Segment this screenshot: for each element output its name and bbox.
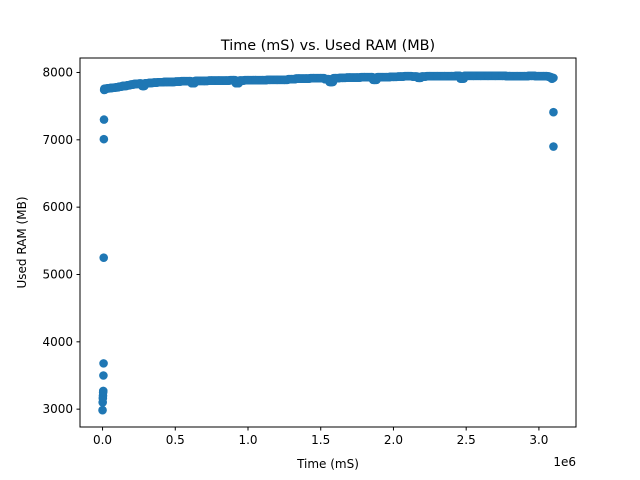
scatter-point	[549, 107, 558, 117]
x-tick-label: 2.0	[384, 433, 403, 447]
scatter-point	[498, 71, 507, 81]
scatter-point	[527, 71, 536, 81]
scatter-point	[330, 73, 340, 83]
scatter-point	[345, 73, 355, 82]
y-tick-label: 4000	[42, 335, 73, 349]
scatter-point	[99, 359, 108, 368]
plot-background	[80, 58, 576, 427]
scatter-point	[461, 71, 471, 81]
y-tick-label: 8000	[42, 65, 73, 79]
scatter-point	[214, 76, 224, 85]
y-tick-label: 7000	[42, 133, 73, 147]
scatter-point	[338, 73, 347, 83]
y-tick-label: 3000	[42, 402, 73, 416]
scatter-point	[432, 71, 442, 81]
scatter-point	[192, 76, 202, 86]
scatter-point	[265, 75, 275, 85]
x-tick-label: 0.0	[93, 433, 112, 447]
data-points	[98, 71, 558, 415]
scatter-point	[280, 75, 289, 85]
x-axis-offset-label: 1e6	[553, 455, 576, 469]
scatter-point	[294, 74, 304, 83]
scatter-point	[352, 73, 362, 82]
plot-frame	[79, 57, 577, 428]
scatter-point	[236, 76, 246, 85]
scatter-point	[447, 71, 456, 81]
scatter-point	[469, 71, 478, 81]
scatter-point	[250, 75, 260, 85]
x-axis-label: Time (mS)	[296, 457, 359, 471]
scatter-point	[301, 74, 311, 83]
scatter-point	[403, 71, 413, 81]
scatter-point	[396, 72, 406, 81]
scatter-point	[99, 253, 109, 262]
scatter-point	[272, 75, 282, 85]
scatter-point	[200, 76, 209, 86]
x-tick-label: 1.5	[311, 433, 330, 447]
scatter-point	[512, 71, 522, 81]
scatter-point	[549, 142, 558, 151]
x-tick-label: 2.5	[457, 433, 476, 447]
y-tick-label: 6000	[42, 200, 73, 214]
scatter-point	[287, 74, 296, 84]
scatter-point	[316, 73, 326, 83]
chart-title: Time (mS) vs. Used RAM (MB)	[220, 38, 435, 54]
scatter-point	[476, 71, 486, 81]
scatter-point	[549, 73, 558, 83]
scatter-point	[490, 71, 500, 81]
y-tick-label: 5000	[42, 267, 73, 281]
scatter-point	[99, 115, 109, 124]
scatter-point	[221, 76, 231, 85]
scatter-point	[483, 71, 493, 81]
y-axis-ticks: 3000 4000 5000 6000 7000 8000	[42, 65, 80, 416]
y-axis-label: Used RAM (MB)	[15, 196, 29, 288]
scatter-point	[99, 371, 108, 380]
scatter-point	[418, 72, 427, 81]
scatter-point	[98, 386, 108, 396]
scatter-point	[440, 71, 449, 81]
scatter-point	[360, 72, 369, 82]
scatter-point	[309, 73, 318, 83]
scatter-point	[520, 71, 529, 81]
x-tick-label: 1.0	[238, 433, 257, 447]
scatter-point	[381, 72, 391, 82]
x-tick-label: 0.5	[166, 433, 185, 447]
x-tick-label: 3.0	[529, 433, 548, 447]
scatter-point	[98, 405, 107, 415]
scatter-point	[258, 75, 267, 85]
scatter-point	[243, 75, 253, 85]
scatter-point	[374, 72, 384, 82]
scatter-point	[99, 134, 109, 144]
scatter-point	[425, 71, 435, 81]
scatter-point	[207, 76, 216, 85]
scatter-point	[389, 72, 398, 82]
scatter-point	[505, 71, 515, 81]
x-axis-ticks: 0.0 0.5 1.0 1.5 2.0 2.5 3.0	[93, 427, 548, 447]
